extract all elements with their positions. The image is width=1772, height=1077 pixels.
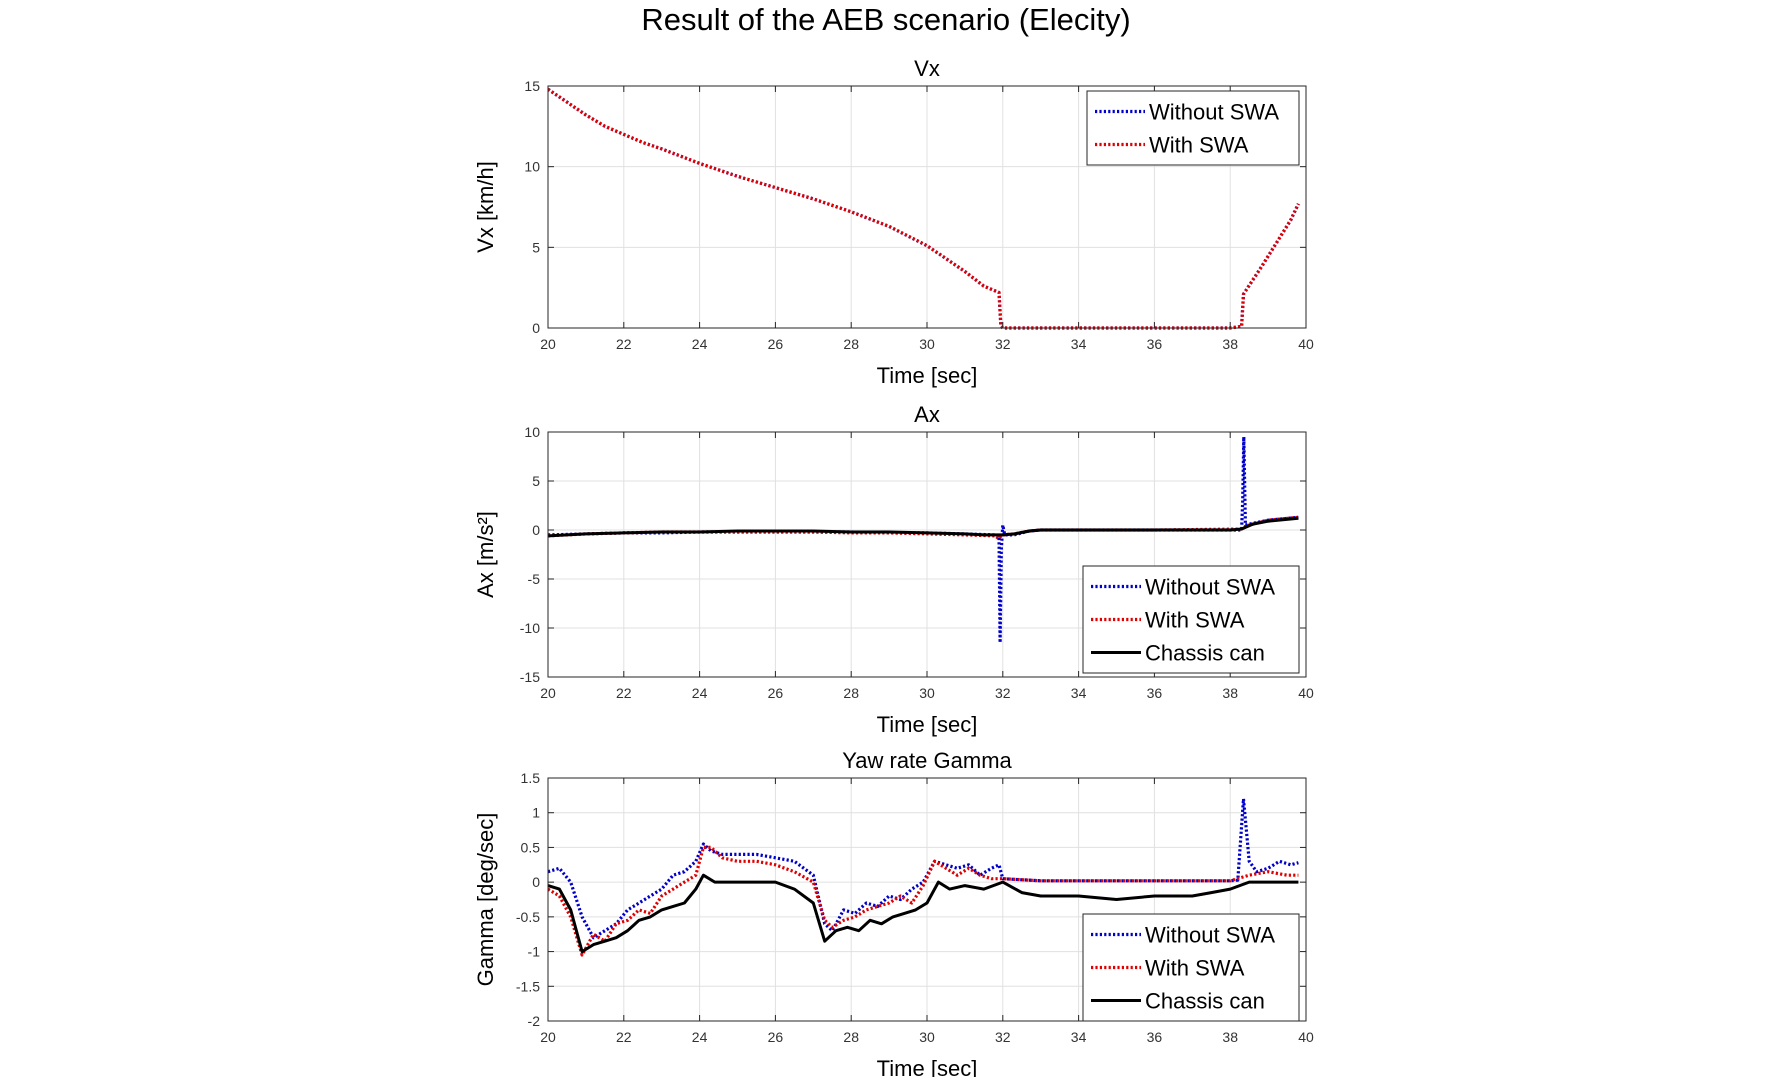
vx-xlabel: Time [sec]	[877, 363, 978, 388]
x-tick-label: 32	[995, 336, 1011, 352]
y-tick-label: 10	[524, 159, 540, 175]
x-tick-label: 36	[1147, 1029, 1163, 1045]
ax-xlabel: Time [sec]	[877, 712, 978, 737]
legend-label: Without SWA	[1145, 575, 1275, 600]
x-tick-label: 28	[843, 1029, 859, 1045]
x-tick-label: 24	[692, 336, 708, 352]
x-tick-label: 20	[540, 685, 556, 701]
gamma-xlabel: Time [sec]	[877, 1056, 978, 1077]
x-tick-label: 22	[616, 336, 632, 352]
gamma-series-with-swa	[548, 845, 1299, 957]
x-tick-label: 32	[995, 1029, 1011, 1045]
figure-title: Result of the AEB scenario (Elecity)	[641, 2, 1131, 37]
y-tick-label: 0	[532, 320, 540, 336]
gamma-series-without-swa	[548, 797, 1299, 940]
ax-series-without-swa	[548, 435, 1299, 645]
x-tick-label: 38	[1222, 336, 1238, 352]
x-tick-label: 36	[1147, 336, 1163, 352]
ax-chart: 20 22 24 26 28 30 32 34 36 38 40 -15 -10 -5 0 5 10 Ax Time…	[473, 402, 1314, 737]
x-tick-label: 28	[843, 685, 859, 701]
x-tick-label: 20	[540, 1029, 556, 1045]
vx-ylabel: Vx [km/h]	[473, 161, 498, 253]
y-tick-label: -5	[528, 571, 541, 587]
x-tick-label: 34	[1071, 336, 1087, 352]
legend-label: Without SWA	[1149, 100, 1279, 125]
x-tick-label: 22	[616, 1029, 632, 1045]
x-tick-label: 36	[1147, 685, 1163, 701]
legend-box	[1086, 90, 1300, 166]
x-tick-label: 26	[768, 1029, 784, 1045]
gamma-chart: 20 22 24 26 28 30 32 34 36 38 40 -2 -1.5 -1 -0.5 0 0.5 1 1…	[473, 748, 1314, 1077]
x-tick-label: 26	[768, 336, 784, 352]
x-tick-label: 30	[919, 1029, 935, 1045]
y-tick-label: 5	[532, 239, 540, 255]
x-tick-label: 34	[1071, 1029, 1087, 1045]
x-tick-label: 38	[1222, 685, 1238, 701]
x-tick-label: 30	[919, 336, 935, 352]
y-tick-label: -1	[528, 944, 541, 960]
x-tick-label: 38	[1222, 1029, 1238, 1045]
vx-series-with-swa	[548, 87, 1300, 330]
gamma-legend: Without SWA With SWA Chassis can	[1082, 913, 1300, 1022]
y-tick-label: 1.5	[521, 770, 541, 786]
y-tick-label: 0	[532, 874, 540, 890]
x-tick-label: 30	[919, 685, 935, 701]
y-tick-label: -0.5	[516, 909, 540, 925]
y-tick-label: 5	[532, 473, 540, 489]
legend-label: Chassis can	[1145, 989, 1265, 1014]
y-tick-label: -15	[520, 669, 540, 685]
y-tick-label: 15	[524, 78, 540, 94]
y-tick-label: 0.5	[521, 839, 541, 855]
x-tick-label: 20	[540, 336, 556, 352]
vx-title: Vx	[914, 56, 940, 81]
gamma-series-chassis-can	[548, 873, 1299, 954]
x-tick-label: 32	[995, 685, 1011, 701]
ax-legend: Without SWA With SWA Chassis can	[1082, 565, 1300, 674]
y-tick-label: -1.5	[516, 978, 540, 994]
ax-ylabel: Ax [m/s²]	[473, 511, 498, 598]
ax-series-chassis-can	[548, 516, 1299, 538]
legend-label: With SWA	[1145, 956, 1245, 981]
legend-label: Without SWA	[1145, 923, 1275, 948]
legend-label: With SWA	[1149, 133, 1249, 158]
gamma-ylabel: Gamma [deg/sec]	[473, 813, 498, 987]
y-tick-label: -2	[528, 1013, 541, 1029]
legend-label: Chassis can	[1145, 641, 1265, 666]
x-tick-label: 40	[1298, 1029, 1314, 1045]
vx-chart: 20 22 24 26 28 30 32 34 36 38 40 0 5 10 15 Vx Time [sec]…	[473, 56, 1314, 388]
y-tick-label: 1	[532, 805, 540, 821]
x-tick-label: 22	[616, 685, 632, 701]
x-tick-label: 40	[1298, 685, 1314, 701]
y-tick-label: 10	[524, 424, 540, 440]
x-tick-label: 34	[1071, 685, 1087, 701]
x-tick-label: 26	[768, 685, 784, 701]
y-tick-label: 0	[532, 522, 540, 538]
x-tick-label: 28	[843, 336, 859, 352]
ax-title: Ax	[914, 402, 940, 427]
x-tick-label: 24	[692, 1029, 708, 1045]
y-tick-label: -10	[520, 620, 540, 636]
x-tick-label: 40	[1298, 336, 1314, 352]
legend-label: With SWA	[1145, 608, 1245, 633]
vx-legend: Without SWA With SWA	[1086, 90, 1300, 166]
gamma-title: Yaw rate Gamma	[842, 748, 1012, 773]
x-tick-label: 24	[692, 685, 708, 701]
